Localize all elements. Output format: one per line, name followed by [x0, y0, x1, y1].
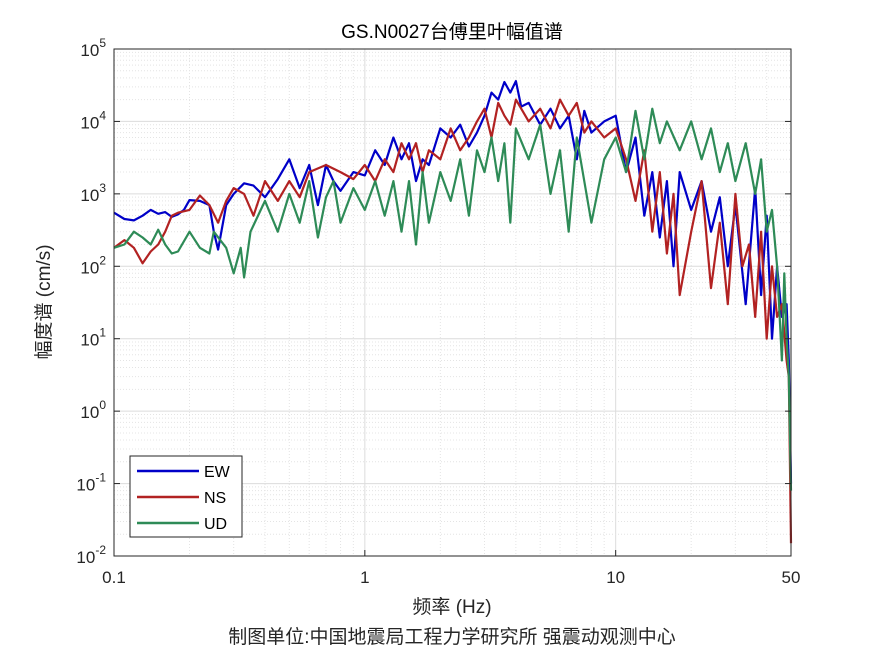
y-tick-label: 10-1	[76, 471, 106, 495]
series-line-ud	[113, 107, 793, 491]
legend: EW NS UD	[129, 455, 243, 538]
credit-text: 制图单位:中国地震局工程力学研究所 强震动观测中心	[228, 626, 676, 648]
y-tick-label: 103	[80, 181, 106, 205]
x-axis-label: 频率 (Hz)	[412, 596, 491, 618]
chart-title: GS.N0027台傅里叶幅值谱	[341, 21, 563, 43]
y-axis-ticks: 10-2 10-1 100 101 102 103 104 105	[76, 36, 791, 567]
legend-label-ud: UD	[204, 516, 227, 533]
y-tick-label: 100	[80, 398, 106, 422]
x-tick-label: 50	[782, 568, 801, 587]
y-tick-label: 105	[80, 36, 106, 60]
y-tick-label: 104	[80, 108, 106, 132]
x-tick-label: 0.1	[102, 568, 126, 587]
y-tick-label: 101	[80, 326, 106, 350]
y-tick-label: 10-2	[76, 543, 106, 567]
x-tick-label: 10	[606, 568, 625, 587]
x-tick-label: 1	[360, 568, 369, 587]
legend-label-ew: EW	[204, 464, 231, 481]
series-line-ns	[113, 98, 793, 544]
legend-label-ns: NS	[204, 490, 226, 507]
y-axis-label: 幅度谱 (cm/s)	[33, 244, 55, 359]
y-tick-label: 102	[80, 253, 106, 277]
plot-frame	[113, 48, 792, 557]
x-axis-ticks: 0.1 1 10 50	[102, 550, 800, 587]
series-group	[113, 79, 793, 544]
